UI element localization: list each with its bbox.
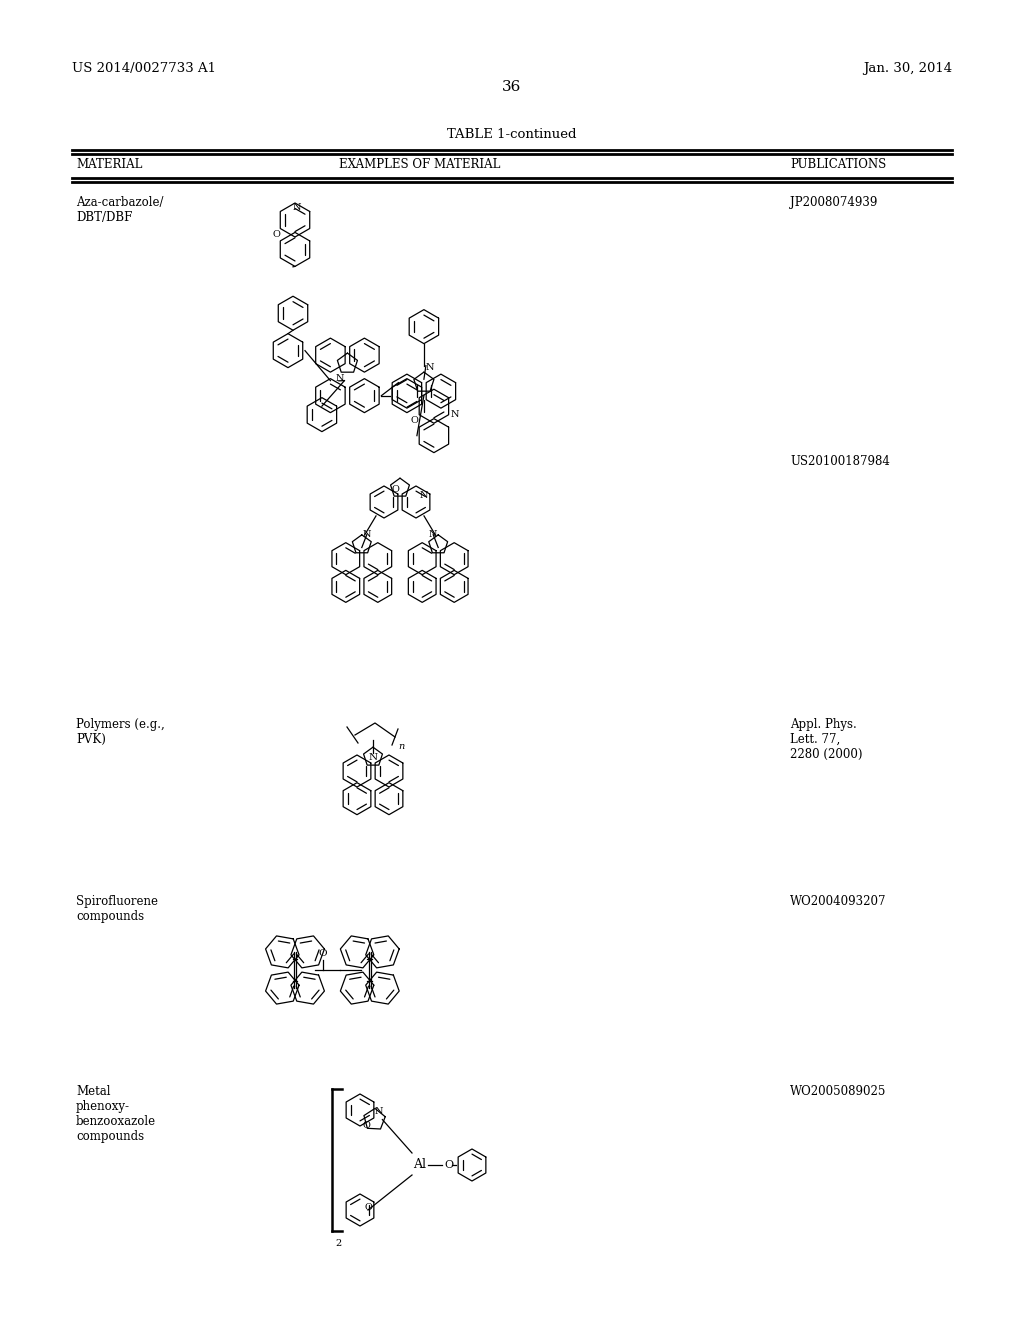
Text: O: O (444, 1160, 454, 1170)
Text: US20100187984: US20100187984 (790, 455, 890, 469)
Text: O: O (411, 416, 419, 425)
Text: 2: 2 (335, 1239, 341, 1247)
Text: n: n (398, 742, 404, 751)
Text: Jan. 30, 2014: Jan. 30, 2014 (863, 62, 952, 75)
Text: N: N (336, 374, 344, 383)
Text: N: N (429, 531, 437, 539)
Text: MATERIAL: MATERIAL (76, 158, 142, 172)
Text: N: N (369, 752, 378, 762)
Text: O: O (391, 484, 399, 494)
Text: Metal
phenoxy-
benzooxazole
compounds: Metal phenoxy- benzooxazole compounds (76, 1085, 156, 1143)
Text: WO2004093207: WO2004093207 (790, 895, 887, 908)
Text: US 2014/0027733 A1: US 2014/0027733 A1 (72, 62, 216, 75)
Text: N: N (293, 202, 301, 211)
Text: JP2008074939: JP2008074939 (790, 195, 878, 209)
Text: O: O (365, 1204, 373, 1213)
Text: EXAMPLES OF MATERIAL: EXAMPLES OF MATERIAL (339, 158, 501, 172)
Text: PUBLICATIONS: PUBLICATIONS (790, 158, 886, 172)
Text: WO2005089025: WO2005089025 (790, 1085, 887, 1098)
Text: N: N (426, 363, 434, 372)
Text: Aza-carbazole/
DBT/DBF: Aza-carbazole/ DBT/DBF (76, 195, 164, 224)
Text: Al: Al (414, 1159, 427, 1172)
Text: O: O (272, 230, 280, 239)
Text: Appl. Phys.
Lett. 77,
2280 (2000): Appl. Phys. Lett. 77, 2280 (2000) (790, 718, 862, 762)
Text: Polymers (e.g.,
PVK): Polymers (e.g., PVK) (76, 718, 165, 746)
Text: N: N (451, 411, 460, 420)
Text: N: N (362, 531, 371, 539)
Text: O: O (318, 949, 328, 958)
Text: TABLE 1-continued: TABLE 1-continued (447, 128, 577, 141)
Text: N: N (375, 1107, 383, 1117)
Text: N: N (420, 491, 428, 500)
Text: O: O (362, 1121, 371, 1130)
Text: 36: 36 (503, 81, 521, 94)
Text: Spirofluorene
compounds: Spirofluorene compounds (76, 895, 158, 923)
